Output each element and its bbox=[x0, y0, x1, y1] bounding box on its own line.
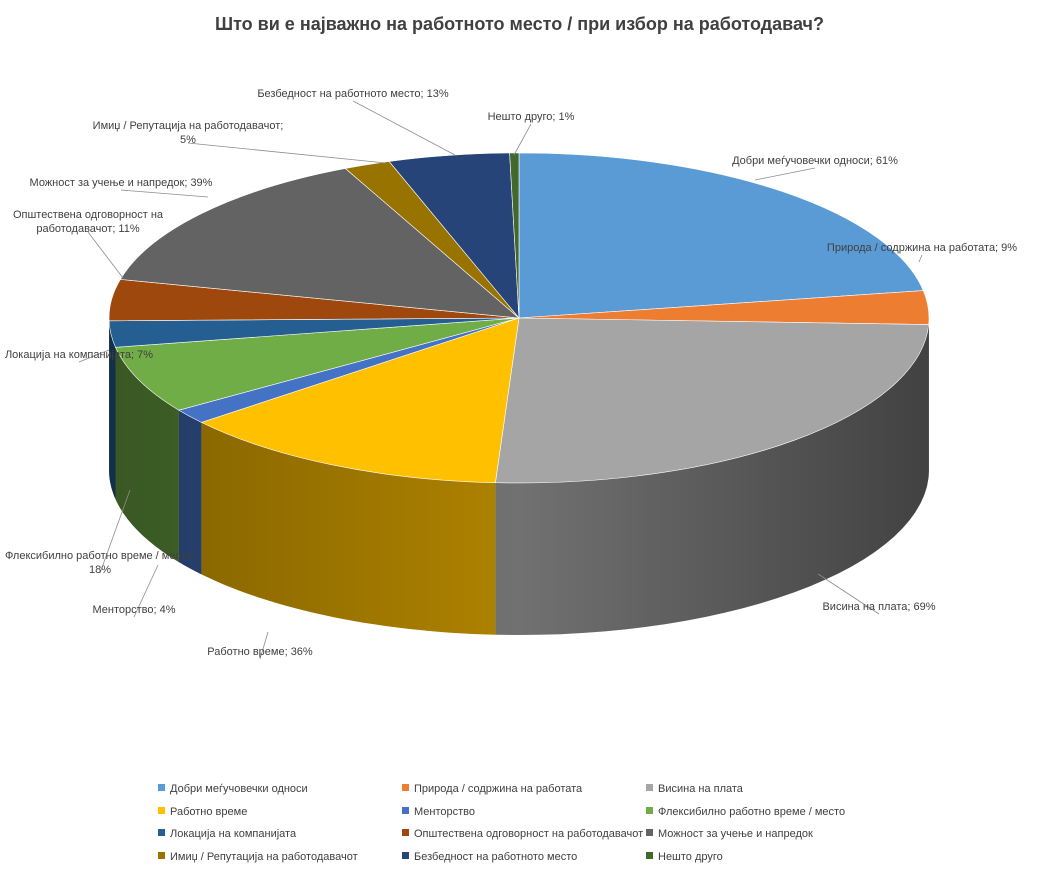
leader-line bbox=[918, 254, 923, 263]
legend-label: Флексибилно работно време / место bbox=[658, 805, 846, 818]
legend-item: Општествена одговорност на работодавачот bbox=[402, 828, 643, 840]
legend-label: Општествена одговорност на работодавачот bbox=[414, 828, 644, 840]
legend-item: Безбедност на работното место bbox=[402, 851, 577, 863]
leader-line bbox=[133, 564, 159, 618]
data-label: Општествена одговорност на работодавачот;… bbox=[13, 209, 164, 235]
leader-line bbox=[187, 142, 387, 164]
pie-slice bbox=[115, 317, 520, 411]
legend-label: Менторство bbox=[414, 805, 476, 818]
data-label: Природа / содржина на работата; 9% bbox=[827, 242, 1017, 254]
legend-item: Природа / содржина на работата bbox=[402, 783, 582, 795]
legend-item: Имиџ / Репутација на работодавачот bbox=[158, 851, 358, 863]
data-label: Менторство; 4% bbox=[92, 604, 175, 616]
legend-swatch bbox=[158, 784, 165, 791]
legend-swatch bbox=[646, 851, 653, 859]
legend-item: Менторство bbox=[402, 806, 475, 818]
legend-item: Добри меѓучовечки односи bbox=[158, 783, 308, 795]
legend-item: Висина на плата bbox=[646, 783, 743, 795]
legend-label: Имиџ / Репутација на работодавачот bbox=[170, 850, 358, 863]
leader-line bbox=[120, 189, 209, 198]
leader-line bbox=[352, 100, 456, 156]
legend-label: Можност за учење и напредок bbox=[658, 828, 813, 840]
legend-swatch bbox=[402, 851, 409, 859]
legend-swatch bbox=[646, 829, 653, 836]
legend-label: Висина на плата bbox=[658, 783, 743, 795]
data-label: Можност за учење и напредок; 39% bbox=[30, 177, 213, 189]
legend-swatch bbox=[158, 806, 165, 814]
legend-swatch bbox=[402, 829, 409, 836]
leader-line bbox=[513, 123, 532, 156]
pie-side-shading bbox=[109, 318, 929, 635]
data-label: Флексибилно работно време / место; 18% bbox=[5, 550, 195, 576]
legend-swatch bbox=[158, 851, 165, 859]
legend-label: Локација на компанијата bbox=[170, 828, 297, 840]
pie-slice bbox=[518, 152, 924, 319]
data-label: Нешто друго; 1% bbox=[488, 111, 575, 123]
legend-item: Можност за учење и напредок bbox=[646, 828, 813, 840]
data-label: Безбедност на работното место; 13% bbox=[257, 88, 449, 100]
legend-label: Природа / содржина на работата bbox=[414, 783, 583, 795]
leader-line bbox=[754, 167, 816, 181]
legend-swatch bbox=[158, 829, 165, 836]
leader-line bbox=[78, 349, 110, 363]
legend-label: Безбедност на работното место bbox=[414, 850, 578, 863]
data-label: Добри меѓучовечки односи; 61% bbox=[732, 155, 898, 167]
pie-slice bbox=[119, 168, 520, 319]
data-label: Имиџ / Репутација на работодавачот; 5% bbox=[93, 120, 284, 146]
leader-line bbox=[87, 231, 124, 279]
leader-line bbox=[259, 631, 269, 660]
legend-swatch bbox=[646, 784, 653, 791]
leader-line bbox=[99, 489, 131, 574]
pie-slice bbox=[200, 317, 520, 484]
legend-item: Работно време bbox=[158, 806, 247, 818]
chart-title: Што ви е најважно на работното место / п… bbox=[215, 14, 824, 34]
legend-item: Локација на компанијата bbox=[158, 828, 296, 840]
legend-label: Добри меѓучовечки односи bbox=[170, 783, 308, 795]
pie-slice bbox=[509, 152, 520, 319]
legend-swatch bbox=[646, 806, 653, 814]
pie-slice bbox=[495, 317, 930, 484]
legend-label: Работно време bbox=[170, 805, 248, 818]
data-label: Локација на компанијата; 7% bbox=[5, 349, 153, 361]
legend-item: Флексибилно работно време / место bbox=[646, 806, 845, 818]
legend-label: Нешто друго bbox=[658, 850, 723, 863]
data-label: Работно време; 36% bbox=[207, 646, 313, 658]
legend-swatch bbox=[402, 784, 409, 791]
data-label: Висина на плата; 69% bbox=[822, 601, 935, 613]
legend-item: Нешто друго bbox=[646, 851, 723, 863]
leader-line bbox=[817, 573, 880, 615]
legend-swatch bbox=[402, 806, 409, 814]
